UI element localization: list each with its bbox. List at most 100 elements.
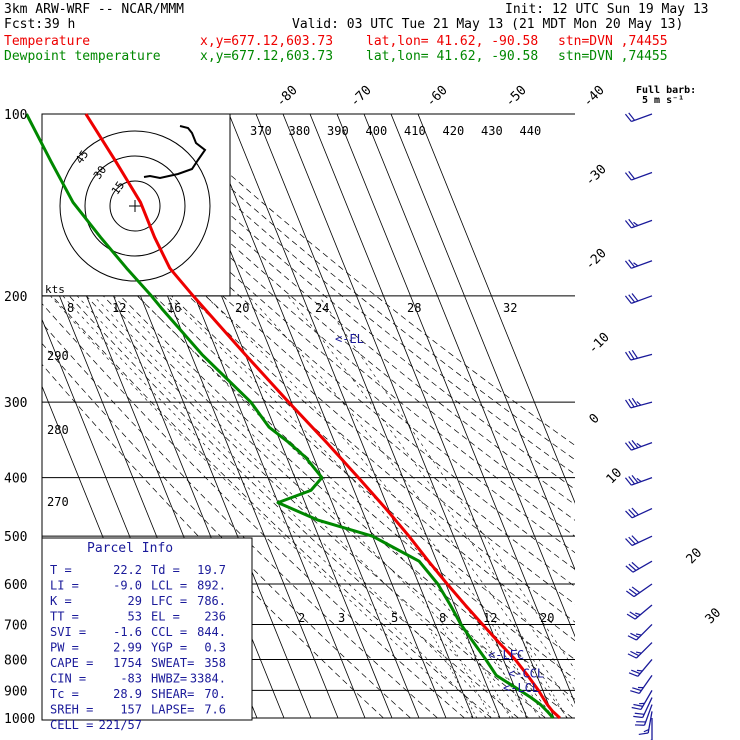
hodograph-box (41, 113, 231, 297)
parcel-value-left: 29 (128, 594, 142, 608)
isotherm-label: -10 (586, 330, 613, 357)
parcel-value-right: 0.3 (204, 641, 226, 655)
parcel-info-box (41, 537, 253, 721)
wind-barb-feather (628, 441, 636, 450)
parcel-key-right: Td = (151, 563, 180, 577)
dry-adiabat-label: 280 (47, 423, 69, 437)
wind-barb-feather (636, 442, 642, 448)
wind-barb-feather (627, 653, 637, 659)
barb-legend-line2: 5 m s⁻¹ (642, 95, 684, 106)
wind-barb-staff (631, 477, 653, 486)
isotherm-label: 10 (604, 465, 626, 487)
wind-barb (624, 218, 653, 229)
barb-legend-line1: Full barb: (636, 85, 696, 96)
mixing-ratio-label: 2 (298, 611, 305, 625)
wind-barb-feather (631, 474, 639, 484)
parcel-info-row: PW = 2.99 YGP = 0.3 (50, 641, 226, 655)
wind-barb-feather (628, 350, 635, 360)
wind-barb-feather (624, 113, 632, 122)
parcel-info-row: CIN = -83 HWBZ= 3384. (50, 672, 226, 686)
isotherm-line (390, 114, 575, 571)
parcel-key-left: TT = (50, 610, 79, 624)
theta-label: 420 (443, 124, 465, 138)
wind-barb (624, 112, 653, 123)
wind-barb-feather (627, 635, 637, 641)
dry-adiabat (42, 284, 492, 718)
parcel-value-left: 157 (120, 703, 142, 717)
dewpoint-latlon: lat,lon= 41.62, -90.58 (366, 49, 539, 64)
parcel-value-left: 1754 (113, 656, 142, 670)
wind-barb-feather (628, 476, 636, 485)
isotherm-label: 20 (684, 545, 706, 567)
dewpoint-curve (25, 113, 555, 719)
wind-barb-staff (635, 623, 653, 641)
isotherm-line (417, 114, 575, 504)
dry-adiabat (147, 114, 575, 461)
wind-barb (634, 704, 653, 726)
isotherm-label: -20 (583, 246, 610, 273)
parcel-key-right: SWEAT= (151, 656, 194, 670)
dry-adiabat (42, 149, 575, 623)
wind-barb-feather (628, 259, 636, 268)
dry-adiabat (42, 134, 575, 605)
dry-adiabat (42, 265, 519, 718)
wind-barb-staff (638, 674, 653, 694)
isotherm-line (336, 114, 575, 705)
parcel-value-right: 236 (204, 610, 226, 624)
speed-label: 8 (67, 301, 74, 315)
theta-label: 380 (289, 124, 311, 138)
dewpoint-xy: x,y=677.12,603.73 (200, 49, 334, 64)
wind-barb-staff (631, 535, 653, 547)
mixing-ratio-label: 12 (483, 611, 497, 625)
wind-barb-feather (631, 669, 641, 675)
wind-barb-feather (628, 112, 636, 121)
wind-barb (624, 439, 653, 451)
parcel-value-right: 3384. (190, 672, 226, 686)
wind-barb-feather (624, 442, 632, 451)
isotherm-label: 30 (703, 605, 725, 627)
dewpoint-legend: Dewpoint temperature (4, 49, 161, 64)
parcel-value-right: 786. (197, 594, 226, 608)
parcel-key-right: LCL = (151, 579, 187, 593)
parcel-key-right: CCL = (151, 625, 187, 639)
dry-adiabat-label: 290 (47, 349, 69, 363)
wind-barb-feather (628, 398, 635, 408)
isotherm-label: -70 (348, 83, 375, 110)
dry-adiabat (119, 114, 575, 490)
wind-barb-feather (625, 351, 632, 361)
wind-barb (625, 560, 653, 573)
parcel-value-left: -1.6 (113, 625, 142, 639)
wind-barb-staff (632, 560, 653, 573)
speed-label: 12 (112, 301, 126, 315)
parcel-key-left: CIN = (50, 672, 86, 686)
pressure-label: 700 (4, 618, 27, 633)
pressure-label: 600 (4, 578, 27, 593)
parcel-value-right: 358 (204, 656, 226, 670)
wind-barb-feather (628, 563, 637, 571)
wind-barb-staff (633, 583, 653, 598)
parcel-value-left: 53 (128, 610, 142, 624)
wind-barb-feather (624, 295, 632, 304)
wind-barb-feather (631, 561, 640, 570)
parcel-info-row: SVI = -1.6 CCL = 844. (50, 625, 226, 639)
valid-time: Valid: 03 UTC Tue 21 May 13 (21 MDT Mon … (292, 17, 684, 32)
theta-label: 400 (366, 124, 388, 138)
wind-barb-feather (643, 729, 650, 733)
wind-barb-staff (647, 711, 653, 734)
wind-barb-feather (628, 294, 636, 303)
wind-barb-feather (625, 399, 632, 409)
pressure-label: 100 (4, 108, 27, 123)
parcel-value-right: 844. (197, 625, 226, 639)
parcel-value-right: 892. (197, 579, 226, 593)
wind-barb (625, 397, 653, 409)
wind-barb-staff (637, 659, 653, 677)
moist-adiabat (62, 295, 487, 718)
wind-barb-feather (631, 507, 639, 516)
parcel-key-right: LAPSE= (151, 703, 194, 717)
isotherm-line (363, 114, 575, 638)
wind-barb-feather (628, 536, 636, 545)
wind-barb-feather (630, 650, 640, 657)
isotherm-line (255, 114, 501, 718)
dry-adiabat (42, 165, 575, 642)
parcel-info-title: Parcel Info (87, 541, 173, 556)
